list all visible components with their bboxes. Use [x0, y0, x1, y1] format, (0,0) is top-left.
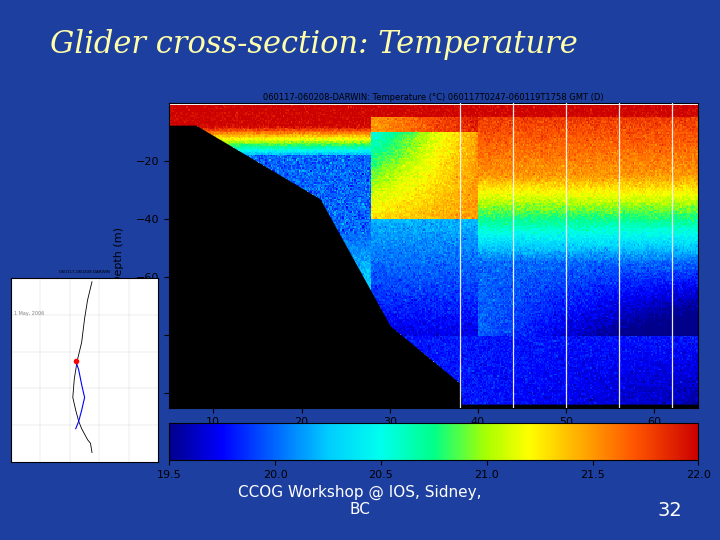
X-axis label: Distance Along Track (km): Distance Along Track (km): [361, 433, 507, 443]
Text: Glider cross-section: Temperature: Glider cross-section: Temperature: [50, 29, 578, 60]
Text: 32: 32: [657, 501, 682, 521]
Y-axis label: Depth (m): Depth (m): [114, 227, 124, 284]
Text: 1 May, 2006: 1 May, 2006: [14, 311, 44, 316]
Text: 060117-060208 DARWIN: 060117-060208 DARWIN: [59, 271, 110, 274]
Text: CCOG Workshop @ IOS, Sidney,
BC: CCOG Workshop @ IOS, Sidney, BC: [238, 485, 482, 517]
Title: 060117-060208-DARWIN: Temperature (°C) 060117T0247-060119T1758 GMT (D): 060117-060208-DARWIN: Temperature (°C) 0…: [264, 93, 604, 102]
